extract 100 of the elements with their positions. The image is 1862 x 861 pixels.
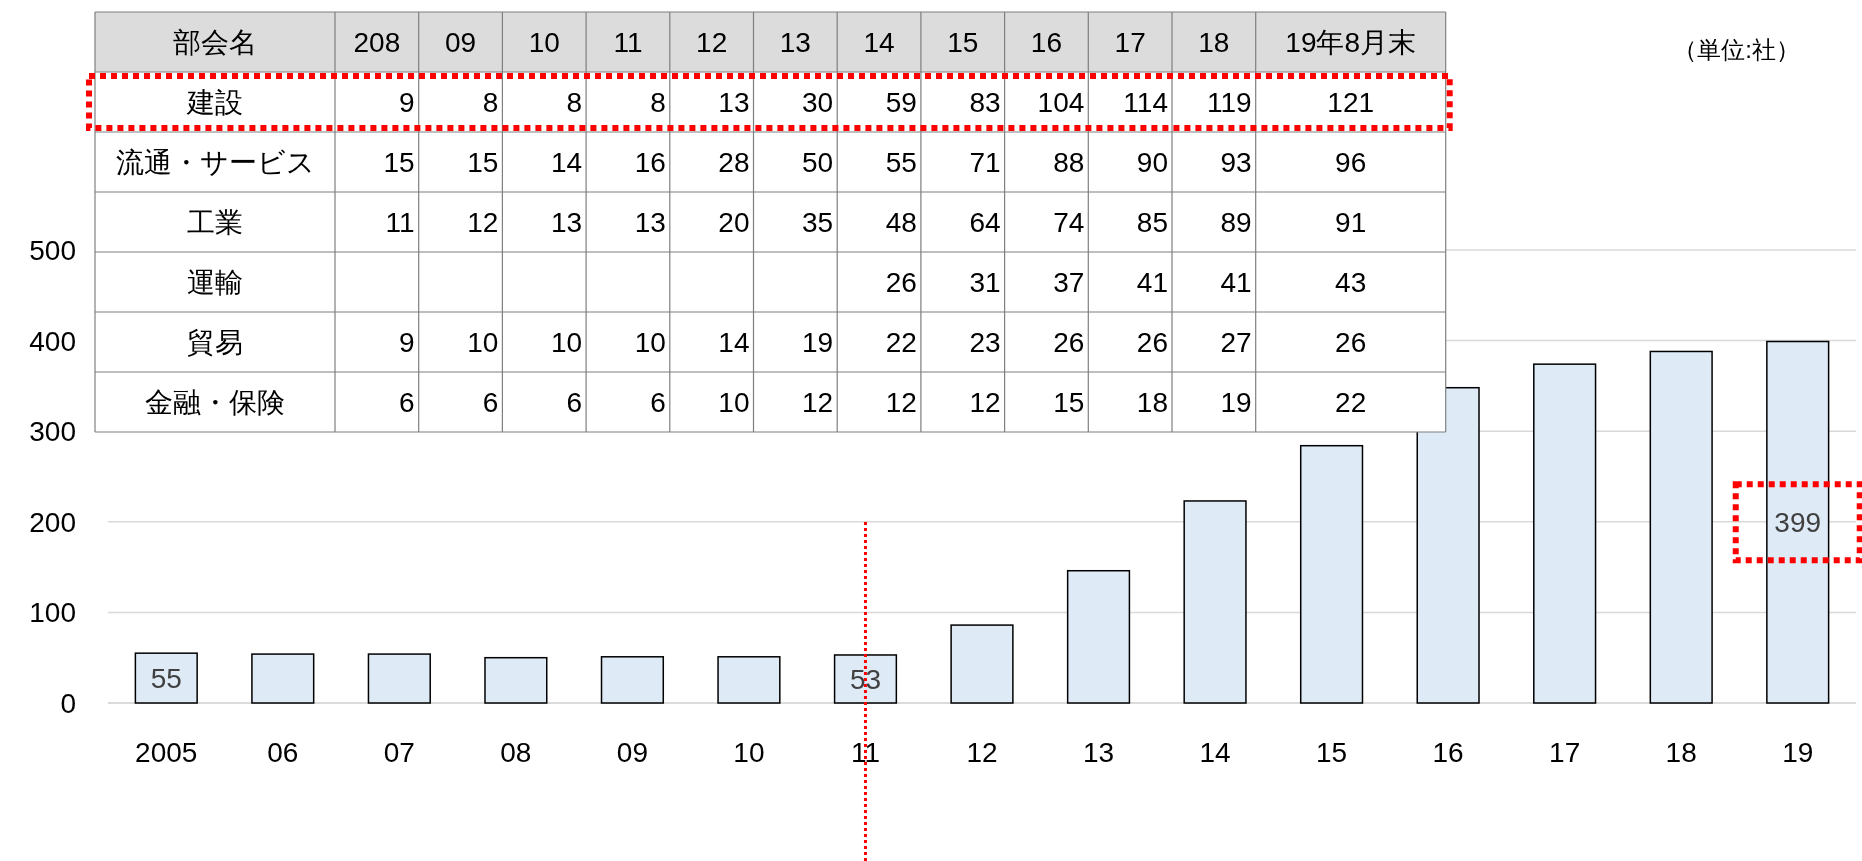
data-label: 16 (634, 147, 666, 178)
x-tick-label: 12 (696, 27, 728, 58)
y-tick-label: 500 (29, 235, 76, 266)
data-label: 15 (383, 147, 415, 178)
data-label: 9 (399, 87, 415, 118)
data-label: 53 (849, 663, 882, 695)
y-axis-title: 部会名 (173, 27, 257, 58)
bar (134, 652, 198, 704)
data-label: 19 (802, 327, 834, 358)
text: （単位:社） (1673, 36, 1800, 63)
bar (367, 653, 431, 704)
data-label: 12 (885, 387, 917, 418)
data-label: 90 (1136, 147, 1168, 178)
y-tick-label: 建設 (186, 87, 243, 118)
data-label: 11 (385, 207, 415, 238)
data-label: 114 (1123, 87, 1168, 118)
bar (950, 624, 1014, 704)
data-label: 104 (1037, 87, 1085, 118)
data-label: 6 (566, 387, 583, 418)
x-tick-label: 09 (616, 737, 648, 768)
x-tick-label: 16 (1432, 737, 1464, 768)
data-label: 85 (1136, 207, 1168, 238)
data-label: 6 (650, 387, 666, 418)
data-label: 71 (969, 147, 1001, 178)
x-tick-label: 15 (1316, 737, 1348, 768)
data-label: 30 (802, 87, 834, 118)
x-tick-label: 17 (1114, 27, 1146, 58)
data-label: 26 (885, 267, 917, 298)
x-tick-label: 17 (1549, 737, 1581, 768)
data-label: 13 (550, 207, 583, 238)
data-label: 12 (969, 387, 1001, 418)
data-label: 88 (1053, 147, 1085, 178)
data-label: 20 (718, 207, 750, 238)
data-label: 23 (969, 327, 1001, 358)
x-tick-label: 18 (1665, 737, 1697, 768)
x-tick-label: 11 (613, 27, 643, 58)
bar (251, 653, 315, 704)
data-label: 22 (885, 327, 917, 358)
data-label: 19 (1220, 387, 1252, 418)
data-label: 26 (1053, 327, 1085, 358)
data-label: 89 (1220, 207, 1252, 238)
data-label: 10 (550, 327, 583, 358)
data-label: 6 (482, 387, 499, 418)
bar (1299, 444, 1364, 704)
x-tick-label: 14 (1199, 737, 1231, 768)
x-tick-label: 08 (500, 737, 532, 768)
y-tick-label: 200 (29, 506, 76, 538)
x-tick-label: 18 (1198, 27, 1230, 58)
bar (1533, 363, 1597, 704)
y-tick-label: 400 (29, 325, 76, 357)
data-label: 14 (550, 147, 583, 178)
data-label: 43 (1335, 267, 1367, 298)
data-label: 55 (150, 663, 182, 695)
data-label: 50 (802, 147, 834, 178)
bar (717, 656, 781, 704)
data-label: 13 (718, 87, 750, 118)
x-tick-label: 19年8月末 (1285, 27, 1417, 58)
data-label: 15 (467, 147, 499, 178)
y-tick-label: 運輸 (187, 267, 243, 298)
x-tick-label: 13 (779, 27, 811, 58)
y-tick-label: 300 (29, 416, 76, 448)
data-label: 8 (482, 87, 499, 118)
bar (1183, 500, 1247, 704)
data-label: 26 (1335, 327, 1367, 358)
data-label: 10 (718, 387, 750, 418)
y-tick-label: 0 (60, 688, 76, 719)
x-tick-label: 09 (444, 27, 477, 58)
data-label: 12 (802, 387, 834, 418)
data-label: 28 (718, 147, 750, 178)
data-label: 12 (467, 207, 499, 238)
data-label: 27 (1220, 327, 1252, 358)
data-label: 15 (1053, 387, 1085, 418)
x-tick-label: 12 (966, 737, 998, 768)
x-tick-label: 208 (353, 27, 401, 58)
data-label: 74 (1053, 207, 1085, 238)
bar (600, 656, 665, 704)
data-label: 48 (885, 207, 917, 238)
y-tick-label: 金融・保険 (145, 387, 285, 418)
x-tick-label: 19 (1782, 737, 1814, 768)
data-label: 83 (969, 87, 1001, 118)
data-label: 399 (1774, 507, 1822, 539)
data-label: 13 (634, 207, 666, 238)
data-label: 41 (1136, 267, 1168, 298)
data-label: 26 (1136, 327, 1168, 358)
x-tick-label: 10 (733, 737, 765, 768)
data-label: 37 (1053, 267, 1085, 298)
x-tick-label: 15 (947, 27, 979, 58)
data-label: 31 (969, 267, 1001, 298)
bar (1649, 350, 1713, 704)
x-tick-label: 14 (863, 27, 895, 58)
data-label: 64 (969, 207, 1001, 238)
data-label: 35 (802, 207, 834, 238)
data-label: 10 (467, 327, 499, 358)
data-label: 119 (1207, 87, 1252, 118)
x-tick-label: 07 (383, 737, 415, 768)
data-label: 8 (650, 87, 666, 118)
x-tick-label: 10 (528, 27, 560, 58)
y-tick-label: 工業 (187, 207, 243, 238)
data-label: 8 (566, 87, 583, 118)
x-tick-label: 16 (1030, 27, 1063, 58)
